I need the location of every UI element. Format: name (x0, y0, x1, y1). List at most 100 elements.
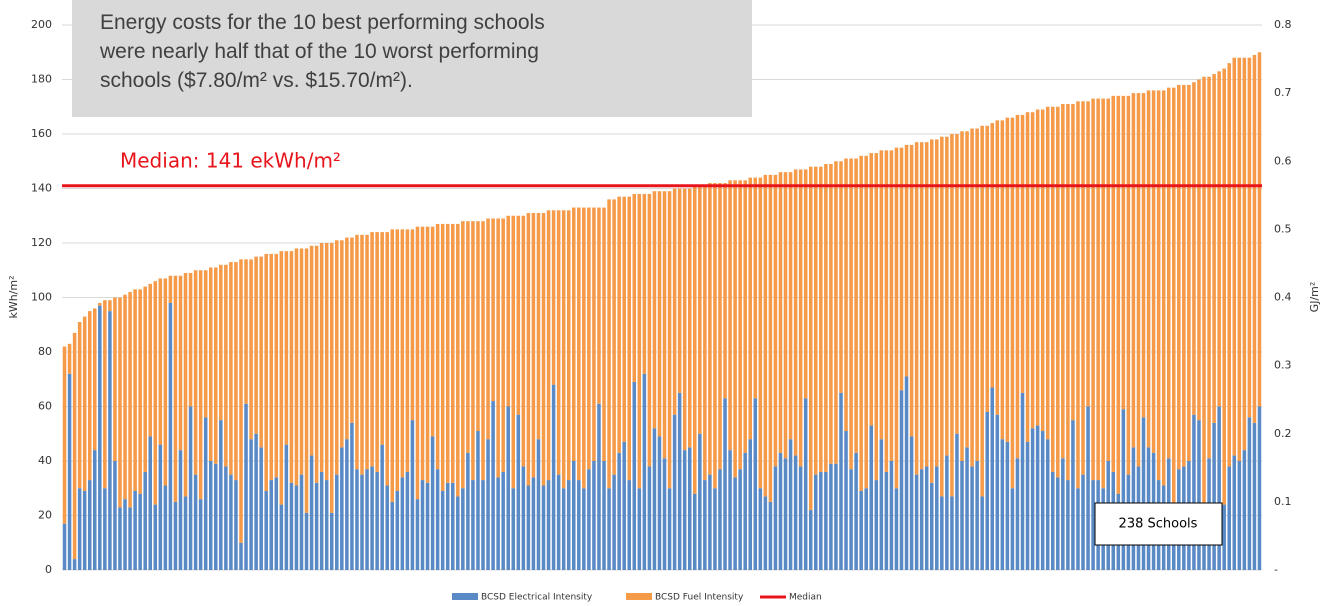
bar-segment (970, 128, 974, 467)
bar-segment (1040, 431, 1045, 570)
bar-segment (642, 373, 647, 570)
bar-segment (612, 199, 616, 475)
bar-segment (108, 311, 112, 570)
bar-segment (456, 496, 460, 570)
y-tick-label: 160 (31, 127, 52, 140)
bar-segment (667, 488, 672, 570)
bar-segment (1091, 98, 1095, 481)
bar-segment (803, 169, 808, 399)
bar-segment (718, 469, 722, 570)
bar-segment (274, 253, 279, 478)
bar-segment (1146, 90, 1151, 448)
bar-segment (919, 142, 924, 470)
bar-segment (1156, 90, 1161, 481)
bar-segment (239, 259, 243, 543)
bar-segment (1177, 84, 1181, 470)
y2-tick-label: 0.2 (1274, 427, 1292, 440)
bar-segment (693, 493, 697, 570)
bar-segment (647, 193, 652, 467)
bar-segment (869, 425, 874, 570)
bar-segment (773, 466, 778, 570)
bar-segment (849, 469, 853, 570)
bar-segment (153, 504, 158, 570)
bar-segment (1045, 439, 1050, 570)
bar-segment (1010, 488, 1015, 570)
bar-segment (778, 452, 783, 570)
bar-segment (1232, 57, 1237, 456)
bar-segment (420, 480, 425, 570)
bar-segment (899, 147, 904, 391)
bar-segment (975, 128, 979, 462)
bar-segment (829, 463, 833, 570)
y-tick-label: 60 (38, 400, 52, 413)
count-box (1094, 502, 1223, 546)
bar-segment (844, 158, 848, 432)
bar-segment (854, 452, 858, 570)
y2-tick-label: 0.6 (1274, 154, 1292, 167)
bar-segment (582, 207, 586, 489)
bar-segment (687, 188, 692, 448)
bar-segment (1192, 414, 1196, 570)
bar-segment (743, 180, 747, 453)
bar-segment (1086, 406, 1090, 570)
bar-segment (365, 234, 369, 470)
bar-segment (667, 191, 672, 489)
bar-segment (965, 131, 969, 448)
bar-segment (395, 229, 400, 491)
bar-segment (909, 436, 914, 570)
bar-segment (894, 488, 899, 570)
bar-segment (924, 466, 929, 570)
bar-segment (1116, 95, 1121, 494)
bar-segment (506, 215, 510, 407)
bar-segment (244, 403, 248, 570)
bar-segment (1071, 104, 1075, 421)
bar-segment (123, 499, 127, 570)
bar-segment (511, 215, 516, 489)
bar-segment (279, 504, 284, 570)
bar-segment (526, 213, 531, 486)
y-tick-label: 20 (38, 509, 52, 522)
bar-segment (657, 436, 662, 570)
bar-segment (965, 447, 969, 570)
bar-segment (874, 153, 879, 481)
bar-segment (849, 158, 853, 470)
bar-segment (546, 480, 551, 570)
bar-segment (1202, 76, 1206, 516)
bar-segment (1141, 417, 1146, 570)
bar-segment (914, 142, 919, 475)
bar-segment (410, 229, 415, 421)
bar-segment (1056, 477, 1060, 570)
bar-segment (249, 259, 253, 440)
bar-segment (879, 439, 884, 570)
bar-segment (103, 300, 107, 489)
bar-segment (1005, 117, 1010, 442)
y-tick-label: 0 (45, 563, 52, 576)
bar-segment (108, 300, 112, 312)
bar-segment (561, 488, 566, 570)
bar-segment (748, 439, 752, 570)
bar-segment (1247, 57, 1252, 418)
bar-segment (400, 229, 405, 478)
y-tick-label: 40 (38, 454, 52, 467)
bar-segment (264, 253, 268, 491)
bar-segment (193, 270, 198, 475)
bar-segment (1217, 406, 1221, 570)
bar-segment (572, 461, 576, 570)
bar-segment (118, 297, 122, 508)
bar-segment (935, 466, 939, 570)
bar-segment (299, 248, 304, 475)
bar-segment (627, 196, 631, 481)
bar-segment (1050, 106, 1055, 472)
bar-segment (224, 466, 228, 570)
bar-segment (904, 376, 909, 570)
y2-tick-label: 0.4 (1274, 291, 1292, 304)
bar-segment (531, 477, 536, 570)
bar-segment (77, 488, 82, 570)
bar-segment (526, 485, 531, 570)
bar-segment (1222, 504, 1226, 570)
bar-segment (390, 229, 395, 502)
bar-segment (819, 166, 823, 472)
bar-segment (133, 490, 137, 570)
bar-segment (430, 436, 435, 570)
bar-segment (67, 373, 72, 570)
